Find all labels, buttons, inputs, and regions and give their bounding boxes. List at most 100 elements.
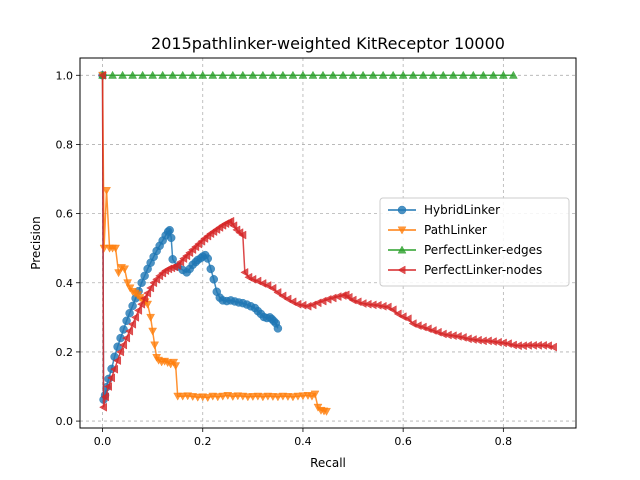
perfectlinker-edges-point — [388, 70, 398, 79]
perfectlinker-edges-point — [318, 70, 328, 79]
perfectlinker-nodes-point — [146, 283, 155, 293]
perfectlinker-edges-point — [338, 70, 348, 79]
perfectlinker-edges-point — [408, 70, 418, 79]
perfectlinker-nodes-point — [143, 288, 152, 298]
perfectlinker-edges-point — [268, 70, 278, 79]
pathlinker-point — [228, 393, 238, 402]
x-tick-label: 0.4 — [294, 435, 312, 448]
perfectlinker-nodes-point — [128, 319, 137, 329]
legend-box — [379, 197, 570, 287]
hybridlinker-point — [168, 255, 177, 264]
perfectlinker-edges-point — [498, 70, 508, 79]
perfectlinker-edges-point — [258, 70, 268, 79]
hybridlinker-point — [128, 301, 137, 311]
perfectlinker-nodes-point — [98, 70, 106, 80]
perfectlinker-nodes-point — [116, 347, 125, 357]
legend-item-hybridlinker: HybridLinker — [388, 203, 500, 217]
series-pathlinker — [98, 71, 331, 416]
perfectlinker-edges-point — [308, 70, 318, 79]
x-axis-ticks: 0.0 0.2 0.4 0.6 0.8 — [94, 428, 512, 448]
perfectlinker-nodes-point — [140, 293, 149, 303]
perfectlinker-edges-point — [108, 70, 117, 79]
perfectlinker-edges-point — [248, 70, 258, 79]
perfectlinker-nodes-point — [393, 309, 402, 319]
pathlinker-point — [146, 313, 156, 322]
perfectlinker-edges-point — [218, 70, 228, 79]
pathlinker-point — [218, 392, 228, 401]
perfectlinker-edges-point — [348, 70, 358, 79]
perfectlinker-edges-point — [288, 70, 298, 79]
series-layer — [98, 70, 557, 416]
pathlinker-point — [114, 269, 124, 278]
plot-frame — [79, 57, 577, 429]
pathlinker-point — [258, 393, 268, 402]
hybridlinker-point — [125, 308, 134, 318]
hybridlinker-point — [203, 254, 213, 263]
legend-item-pathlinker: PathLinker — [388, 223, 487, 237]
perfectlinker-edges-point — [138, 70, 148, 79]
perfectlinker-edges-point — [238, 70, 248, 79]
legend: HybridLinker PathLinker PerfectLinker-edge… — [379, 197, 570, 287]
legend-swatch-marker — [397, 205, 407, 215]
perfectlinker-edges-point — [508, 70, 518, 79]
legend-label: PerfectLinker-nodes — [424, 263, 542, 277]
pathlinker-point — [213, 393, 223, 402]
y-axis-ticks: 0.0 0.2 0.4 0.6 0.8 1.0 — [56, 69, 80, 428]
legend-swatch-marker — [397, 226, 407, 235]
perfectlinker-nodes-point — [283, 294, 292, 304]
perfectlinker-edges-point — [298, 70, 308, 79]
chart-title: 2015pathlinker-weighted KitReceptor 1000… — [151, 34, 505, 53]
perfectlinker-edges-point — [368, 70, 378, 79]
perfectlinker-edges-point — [378, 70, 388, 79]
perfectlinker-nodes-point — [125, 326, 134, 336]
perfectlinker-edges-point — [478, 70, 488, 79]
perfectlinker-edges-point — [458, 70, 468, 79]
legend-item-perfectlinker-edges: PerfectLinker-edges — [388, 243, 542, 257]
pathlinker-point — [273, 393, 283, 402]
hybridlinker-point — [165, 225, 174, 235]
perfectlinker-edges-point — [328, 70, 338, 79]
perfectlinker-edges-point — [278, 70, 288, 79]
hybridlinker-point — [119, 325, 128, 334]
pathlinker-point — [148, 327, 158, 336]
hybridlinker-point — [206, 264, 216, 274]
perfectlinker-nodes-point — [229, 221, 238, 231]
perfectlinker-edges-point — [178, 70, 188, 79]
perfectlinker-nodes-point — [134, 306, 143, 315]
perfectlinker-edges-point — [158, 70, 168, 79]
y-tick-label: 0.0 — [56, 415, 74, 428]
perfectlinker-edges-point — [428, 70, 438, 79]
pathlinker-point — [111, 244, 120, 253]
hybridlinker-point — [122, 316, 131, 326]
legend-label: PerfectLinker-edges — [424, 243, 542, 257]
perfectlinker-nodes-point — [383, 302, 392, 312]
pathlinker-point — [288, 393, 298, 402]
pathlinker-point — [123, 279, 133, 288]
pathlinker-point — [99, 244, 109, 253]
legend-swatch-marker — [397, 265, 406, 275]
perfectlinker-edges-point — [488, 70, 498, 79]
perfectlinker-edges-point — [208, 70, 218, 79]
y-tick-label: 0.2 — [56, 346, 74, 359]
pathlinker-point — [310, 390, 320, 399]
legend-item-perfectlinker-nodes: PerfectLinker-nodes — [388, 263, 542, 277]
perfectlinker-nodes-point — [131, 312, 140, 322]
perfectlinker-nodes-point — [226, 216, 235, 226]
perfectlinker-edges-point — [418, 70, 428, 79]
perfectlinker-edges-point — [198, 70, 208, 79]
perfectlinker-nodes-point — [548, 342, 557, 352]
y-tick-label: 0.6 — [56, 208, 74, 221]
perfectlinker-edges-point — [128, 70, 138, 79]
perfectlinker-nodes-point — [99, 402, 107, 412]
perfectlinker-edges-point — [188, 70, 198, 79]
perfectlinker-nodes-point — [101, 392, 110, 402]
perfectlinker-nodes-point — [137, 299, 146, 309]
x-axis-label: Recall — [310, 456, 346, 470]
perfectlinker-nodes-point — [107, 373, 116, 383]
perfectlinker-edges-point — [228, 70, 238, 79]
perfectlinker-edges-point — [118, 70, 128, 79]
hybridlinker-point — [166, 233, 176, 243]
perfectlinker-nodes-point — [388, 305, 397, 315]
pathlinker-point — [171, 362, 181, 371]
